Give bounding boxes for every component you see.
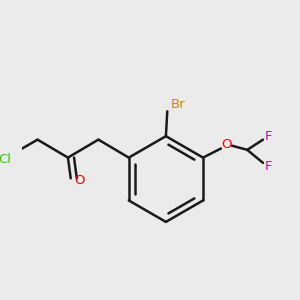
Text: O: O [221,138,232,151]
Text: O: O [74,174,85,187]
Text: Cl: Cl [0,153,12,166]
Text: F: F [265,160,272,173]
Text: F: F [265,130,272,142]
Text: Br: Br [170,98,185,111]
